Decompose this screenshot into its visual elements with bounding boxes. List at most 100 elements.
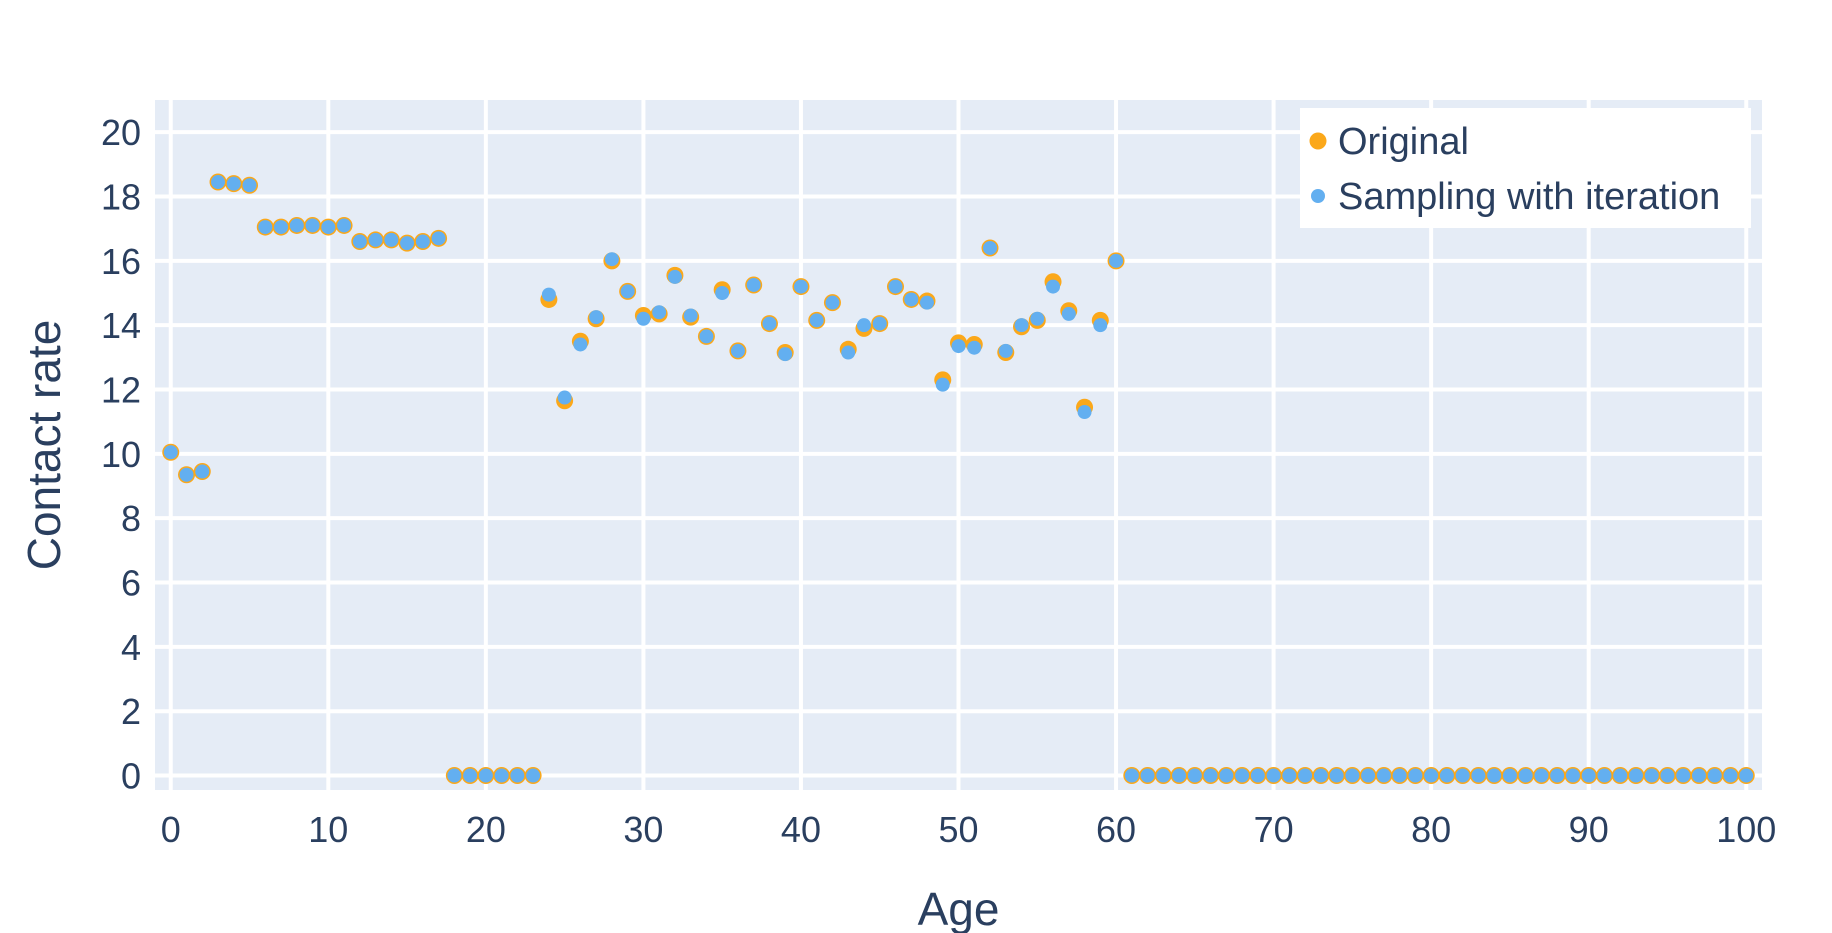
data-point xyxy=(1046,279,1061,294)
data-point xyxy=(557,390,572,405)
data-point xyxy=(904,292,919,307)
legend-marker-original xyxy=(1309,132,1327,150)
data-point xyxy=(730,343,745,358)
x-axis-title: Age xyxy=(918,883,1000,933)
data-point xyxy=(762,316,777,331)
data-point xyxy=(793,279,808,294)
data-point xyxy=(872,316,887,331)
data-point xyxy=(1329,768,1344,783)
data-point xyxy=(652,305,667,320)
x-axis-ticks: 0 10 20 30 40 50 60 70 80 90 100 xyxy=(161,809,1777,850)
data-point xyxy=(541,287,556,302)
data-point xyxy=(321,220,336,235)
data-point xyxy=(1376,768,1391,783)
x-tick-label: 10 xyxy=(308,809,348,850)
data-point xyxy=(526,768,541,783)
y-tick-label: 12 xyxy=(101,370,141,411)
data-point xyxy=(1235,768,1250,783)
data-point xyxy=(431,231,446,246)
data-point xyxy=(1487,768,1502,783)
legend-label-sampling: Sampling with iteration xyxy=(1338,176,1720,218)
data-point xyxy=(478,768,493,783)
data-point xyxy=(935,377,950,392)
data-point xyxy=(1408,768,1423,783)
x-tick-label: 0 xyxy=(161,809,181,850)
data-point xyxy=(1109,253,1124,268)
data-point xyxy=(825,295,840,310)
x-tick-label: 20 xyxy=(466,809,506,850)
data-point xyxy=(400,236,415,251)
x-tick-label: 40 xyxy=(781,809,821,850)
data-point xyxy=(1124,768,1139,783)
data-point xyxy=(1691,768,1706,783)
legend: Original Sampling with iteration xyxy=(1300,108,1751,228)
data-point xyxy=(1392,768,1407,783)
data-point xyxy=(289,218,304,233)
data-point xyxy=(1313,768,1328,783)
data-point xyxy=(415,234,430,249)
y-tick-label: 20 xyxy=(101,112,141,153)
legend-label-original: Original xyxy=(1338,121,1469,163)
data-point xyxy=(1061,306,1076,321)
data-point xyxy=(226,176,241,191)
legend-background xyxy=(1300,108,1751,228)
data-point xyxy=(305,218,320,233)
data-point xyxy=(163,445,178,460)
data-point xyxy=(1030,311,1045,326)
data-point xyxy=(778,347,793,362)
data-point xyxy=(1455,768,1470,783)
data-point xyxy=(636,311,651,326)
data-point xyxy=(368,232,383,247)
data-point xyxy=(998,343,1013,358)
data-point xyxy=(888,279,903,294)
data-point xyxy=(1613,768,1628,783)
series-sampling-with-iteration xyxy=(163,175,1754,783)
data-point xyxy=(746,277,761,292)
y-tick-label: 18 xyxy=(101,177,141,218)
data-point xyxy=(1140,768,1155,783)
y-tick-label: 2 xyxy=(121,691,141,732)
data-point xyxy=(1156,768,1171,783)
data-point xyxy=(1534,768,1549,783)
x-tick-label: 100 xyxy=(1716,809,1776,850)
data-point xyxy=(667,269,682,284)
data-point xyxy=(384,232,399,247)
data-point xyxy=(1723,768,1738,783)
data-point xyxy=(589,310,604,325)
y-axis-ticks: 0 2 4 6 8 10 12 14 16 18 20 xyxy=(101,112,141,796)
x-tick-label: 60 xyxy=(1096,809,1136,850)
data-series xyxy=(162,173,1755,785)
data-point xyxy=(983,240,998,255)
legend-marker-sampling xyxy=(1311,189,1325,203)
data-point xyxy=(1439,768,1454,783)
data-point xyxy=(1565,768,1580,783)
data-point xyxy=(211,175,226,190)
data-point xyxy=(352,234,367,249)
data-point xyxy=(1266,768,1281,783)
data-point xyxy=(1628,768,1643,783)
data-point xyxy=(1739,768,1754,783)
y-tick-label: 16 xyxy=(101,241,141,282)
data-point xyxy=(258,220,273,235)
y-tick-label: 10 xyxy=(101,434,141,475)
x-tick-label: 90 xyxy=(1569,809,1609,850)
data-point xyxy=(919,295,934,310)
data-point xyxy=(1282,768,1297,783)
data-point xyxy=(809,313,824,328)
data-point xyxy=(1424,768,1439,783)
data-point xyxy=(1345,768,1360,783)
data-point xyxy=(604,252,619,267)
data-point xyxy=(841,345,856,360)
x-tick-label: 50 xyxy=(938,809,978,850)
y-tick-label: 8 xyxy=(121,498,141,539)
x-tick-label: 30 xyxy=(623,809,663,850)
y-tick-label: 14 xyxy=(101,305,141,346)
y-tick-label: 4 xyxy=(121,627,141,668)
x-tick-label: 70 xyxy=(1254,809,1294,850)
data-point xyxy=(274,220,289,235)
data-point xyxy=(1660,768,1675,783)
data-point xyxy=(195,464,210,479)
data-point xyxy=(1361,768,1376,783)
data-point xyxy=(1471,768,1486,783)
